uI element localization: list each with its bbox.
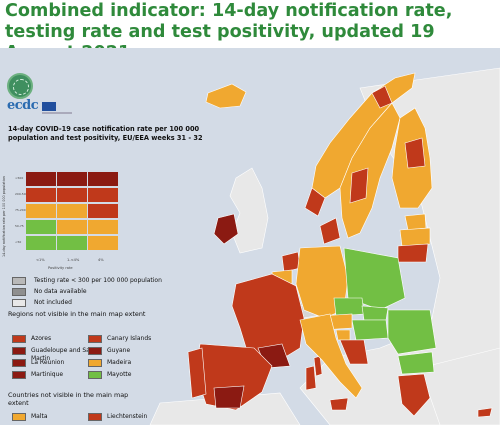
region-swatch	[12, 335, 26, 343]
cyprus	[477, 407, 493, 418]
sweden-mid	[349, 167, 369, 204]
region-swatch	[88, 335, 102, 343]
country-swatch	[88, 413, 102, 421]
region-label: Madeira	[107, 359, 132, 366]
slovakia	[361, 305, 389, 321]
page-title: Combined indicator: 14-day notification …	[5, 1, 453, 63]
region-label: Mayotte	[107, 371, 132, 378]
legend-matrix	[26, 172, 122, 256]
matrix-y-tick: 75-200	[15, 208, 26, 212]
matrix-x-tick: 4%	[98, 258, 104, 262]
matrix-cell	[88, 204, 118, 218]
greece	[397, 373, 431, 417]
matrix-y-tick: 50-75	[15, 224, 24, 228]
ecdc-logo: ecdc	[7, 73, 77, 115]
country-label: Malta	[31, 413, 48, 420]
czechia	[333, 297, 365, 317]
matrix-y-tick: 200-500	[15, 192, 28, 196]
bulgaria	[397, 351, 435, 375]
logo-text: ecdc	[7, 98, 39, 113]
matrix-y-tick: <50	[15, 240, 22, 244]
europe-map	[149, 67, 500, 425]
matrix-cell	[26, 188, 56, 202]
status-swatch	[12, 299, 26, 307]
matrix-cell	[26, 204, 56, 218]
matrix-x-axis-label: Positivity rate	[48, 266, 73, 270]
region-swatch	[88, 359, 102, 367]
matrix-x-tick: 1-<4%	[67, 258, 80, 262]
matrix-cell	[26, 172, 56, 186]
iceland	[205, 83, 247, 109]
spain-south	[213, 385, 245, 409]
regions-heading: Regions not visible in the main map exte…	[8, 310, 146, 318]
region-label: Martinique	[31, 371, 64, 378]
denmark	[319, 217, 341, 245]
region-swatch	[88, 371, 102, 379]
turkey-land	[419, 347, 500, 425]
matrix-cell	[57, 236, 87, 250]
lithuania	[397, 243, 429, 263]
matrix-cell	[57, 204, 87, 218]
ireland	[213, 213, 239, 245]
matrix-cell	[26, 236, 56, 250]
country-swatch	[12, 413, 26, 421]
status-swatch	[12, 288, 26, 296]
region-swatch	[88, 347, 102, 355]
hungary	[351, 319, 389, 341]
matrix-cell	[57, 172, 87, 186]
france	[231, 273, 305, 365]
corsica	[313, 355, 323, 377]
romania	[387, 309, 437, 355]
italy	[299, 313, 363, 399]
croatia	[339, 339, 369, 365]
poland	[343, 247, 406, 311]
status-label: Testing rate < 300 per 100 000 populatio…	[34, 277, 162, 284]
matrix-cell	[88, 188, 118, 202]
sweden	[339, 102, 401, 239]
matrix-cell	[88, 220, 118, 234]
finland-east	[404, 137, 426, 169]
globe-icon	[7, 73, 33, 99]
eu-flag-icon	[42, 102, 56, 111]
country-label: Liechtenstein	[107, 413, 148, 420]
sicily	[329, 397, 349, 411]
slovenia	[335, 329, 351, 341]
matrix-y-axis-label: 14-day notification rate per 100 000 pop…	[2, 176, 6, 258]
region-label: La Reunion	[31, 359, 65, 366]
region-label: Canary Islands	[107, 335, 152, 342]
sardinia	[305, 365, 317, 391]
region-label: Guyane	[107, 347, 131, 354]
region-swatch	[12, 359, 26, 367]
region-label: Guadeloupe and Saint Martin	[31, 347, 98, 362]
region-swatch	[12, 371, 26, 379]
matrix-cell	[57, 220, 87, 234]
matrix-cell	[26, 220, 56, 234]
matrix-y-tick: >500	[15, 176, 24, 180]
netherlands	[281, 251, 301, 273]
uk-land	[229, 167, 269, 254]
matrix-cell	[57, 188, 87, 202]
region-label: Azores	[31, 335, 52, 342]
matrix-x-tick: <1%	[36, 258, 45, 262]
countries-heading: Countries not visible in the main map ex…	[8, 391, 129, 407]
matrix-cell	[88, 172, 118, 186]
norway-south	[304, 187, 326, 217]
latvia	[399, 227, 431, 247]
status-swatch	[12, 277, 26, 285]
region-swatch	[12, 347, 26, 355]
status-label: No data available	[34, 288, 87, 295]
status-label: Not included	[34, 299, 72, 306]
matrix-cell	[88, 236, 118, 250]
legend-title: 14-day COVID-19 case notification rate p…	[8, 125, 203, 142]
map-frame: ecdc 14-day COVID-19 case notification r…	[0, 48, 500, 425]
portugal	[187, 347, 207, 399]
estonia	[404, 213, 427, 231]
agency-text-line	[42, 112, 72, 114]
